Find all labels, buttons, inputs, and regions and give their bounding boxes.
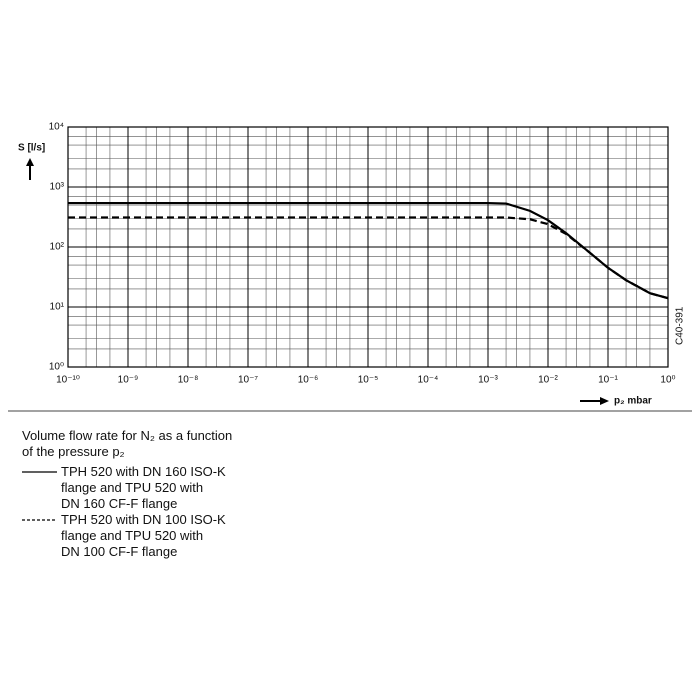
annotation: C40-391 <box>675 306 686 345</box>
series-line <box>68 216 669 300</box>
x-tick-label: 10⁻⁵ <box>358 375 379 386</box>
plot-frame <box>67 126 669 368</box>
x-tick-label: 10⁻³ <box>478 375 498 386</box>
legend: TPH 520 with DN 160 ISO-K flange and TPU… <box>22 464 226 560</box>
y-arrow-head <box>26 158 34 166</box>
legend-label: TPH 520 with DN 160 ISO-K flange and TPU… <box>61 464 226 511</box>
y-tick-label: 10¹ <box>50 302 65 313</box>
legend-entry: TPH 520 with DN 100 ISO-K flange and TPU… <box>22 512 226 560</box>
y-tick-label: 10³ <box>50 182 65 193</box>
y-tick-label: 10⁴ <box>49 122 64 133</box>
legend-swatch <box>22 519 57 521</box>
caption: Volume flow rate for N₂ as a function of… <box>22 428 233 459</box>
x-arrow-head <box>600 397 609 405</box>
x-axis-label: p₂ mbar <box>614 396 652 407</box>
y-tick-label: 10² <box>50 242 65 253</box>
x-tick-label: 10⁻² <box>538 375 558 386</box>
x-tick-label: 10⁻⁹ <box>118 375 139 386</box>
x-tick-label: 10⁻⁷ <box>238 375 258 386</box>
x-tick-label: 10⁰ <box>660 375 675 386</box>
legend-swatch <box>22 471 57 473</box>
x-tick-label: 10⁻⁶ <box>298 375 319 386</box>
x-tick-label: 10⁻¹ <box>598 375 618 386</box>
legend-entry: TPH 520 with DN 160 ISO-K flange and TPU… <box>22 464 226 512</box>
y-tick-label: 10⁰ <box>49 362 64 373</box>
legend-label: TPH 520 with DN 100 ISO-K flange and TPU… <box>61 512 226 559</box>
x-tick-label: 10⁻⁴ <box>418 375 439 386</box>
y-axis-label: S [l/s] <box>18 143 45 154</box>
x-tick-label: 10⁻⁸ <box>178 375 199 386</box>
x-tick-label: 10⁻¹⁰ <box>56 375 80 386</box>
chart: S [l/s] p₂ mbar C40-391 10⁻¹⁰ 10⁻⁹ 10⁻⁸ 10⁻… <box>8 122 692 412</box>
